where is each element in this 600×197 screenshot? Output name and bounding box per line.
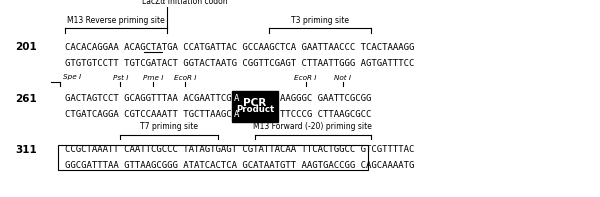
Text: CCGCTAAATT CAATTCGCCC TATAGTGAGT CGTATTACAA TTCACTGGCC GTCGTTTTAC: CCGCTAAATT CAATTCGCCC TATAGTGAGT CGTATTA…: [65, 145, 414, 154]
Text: Product: Product: [236, 105, 274, 114]
Text: GTGTGTCCTT TGTCGATACT GGTACTAATG CGGTTCGAGT CTTAATTGGG AGTGATTTCC: GTGTGTCCTT TGTCGATACT GGTACTAATG CGGTTCG…: [65, 59, 414, 68]
Text: GGCGATTTAA GTTAAGCGGG ATATCACTCA GCATAATGTT AAGTGACCGG CAGCAAAATG: GGCGATTTAA GTTAAGCGGG ATATCACTCA GCATAAT…: [65, 161, 414, 170]
Text: 311: 311: [15, 145, 37, 155]
Text: AAGGGC GAATTCGCGG: AAGGGC GAATTCGCGG: [280, 94, 371, 103]
Text: CACACAGGAA ACAGCTATGA CCATGATTAC GCCAAGCTCA GAATTAACCC TCACTAAAGG: CACACAGGAA ACAGCTATGA CCATGATTAC GCCAAGC…: [65, 43, 414, 52]
Text: LacZα initiation codon: LacZα initiation codon: [142, 0, 227, 6]
Text: EcoR I: EcoR I: [295, 75, 317, 81]
Text: 261: 261: [15, 94, 37, 103]
Text: PCR: PCR: [244, 98, 266, 108]
Bar: [232, 91, 278, 122]
Text: M13 Forward (-20) priming site: M13 Forward (-20) priming site: [253, 122, 372, 131]
Text: 201: 201: [15, 42, 37, 52]
Text: A: A: [233, 110, 239, 119]
Text: EcoR I: EcoR I: [174, 75, 196, 81]
Text: Pme I: Pme I: [143, 75, 163, 81]
Text: T7 priming site: T7 priming site: [140, 122, 198, 131]
Text: GACTAGTCCT GCAGGTTTAA ACGAATTCGC CCTT: GACTAGTCCT GCAGGTTTAA ACGAATTCGC CCTT: [65, 94, 263, 103]
Bar: [58, 145, 368, 170]
Text: TTCCCG CTTAAGCGCC: TTCCCG CTTAAGCGCC: [280, 110, 371, 119]
Text: A: A: [233, 94, 239, 103]
Text: T3 priming site: T3 priming site: [290, 16, 349, 25]
Text: Pst I: Pst I: [113, 75, 128, 81]
Text: CTGATCAGGA CGTCCAAATT TGCTTAAGCG GGAA: CTGATCAGGA CGTCCAAATT TGCTTAAGCG GGAA: [65, 110, 263, 119]
Text: Spe I: Spe I: [63, 74, 81, 80]
Text: Not I: Not I: [334, 75, 351, 81]
Text: M13 Reverse priming site: M13 Reverse priming site: [67, 16, 164, 25]
